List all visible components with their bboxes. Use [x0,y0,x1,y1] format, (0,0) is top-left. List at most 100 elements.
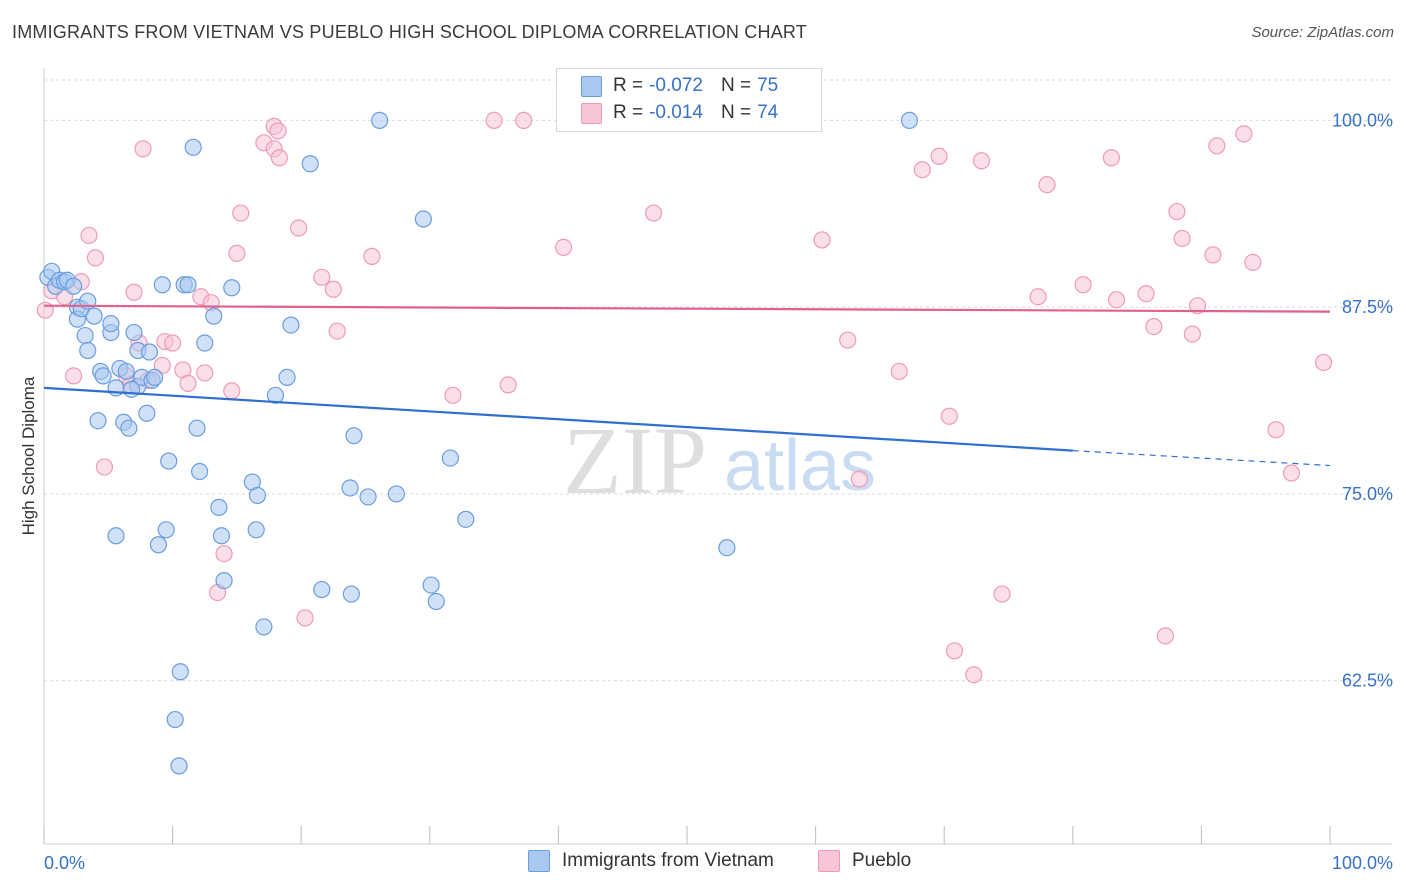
axes [43,68,1392,845]
pueblo-point [499,376,517,394]
pueblo-point [313,268,331,286]
pueblo-point [95,458,114,476]
pueblo-point [1107,291,1126,309]
trend-lines [43,304,1331,467]
pueblo-point [215,545,233,563]
vietnam-point [188,419,206,437]
pueblo-point [913,161,931,179]
vietnam-point [387,485,405,503]
vietnam-point [422,576,440,594]
vietnam-point [85,307,103,325]
legend-n-label: N = [720,75,752,96]
grid-lines [44,79,1392,682]
pueblo-point [290,219,308,237]
vietnam-point [345,427,363,445]
vietnam-point [342,585,360,603]
legend-r-label: R = [613,102,644,123]
pueblo-point [179,374,197,392]
vietnam-point [371,111,389,130]
vietnam-point [79,341,97,360]
watermark: ZIP atlas [563,407,876,514]
chart-title: IMMIGRANTS FROM VIETNAM VS PUEBLO HIGH S… [12,22,807,42]
pueblo-point [940,407,958,425]
pueblo-point [296,609,314,627]
x-tick-label: 100.0% [1332,853,1393,873]
vietnam-point [117,362,135,381]
vietnam-point [179,276,197,294]
pueblo-point [1188,297,1207,315]
y-tick-label: 87.5% [1342,297,1393,317]
pueblo-point [644,204,663,222]
legend-n-label: N = [720,102,752,123]
vietnam-swatch [581,76,602,97]
vietnam-point [223,279,241,297]
pueblo-point [1102,149,1120,167]
vietnam-point [278,368,296,386]
vietnam-point [441,449,459,467]
vietnam-point [900,111,919,130]
vietnam-point [184,138,202,156]
y-tick-labels: 62.5% 75.0% 87.5% 100.0% [1332,110,1393,690]
pueblo-point [1204,246,1222,264]
pueblo-point [813,231,831,249]
pueblo-point [1145,318,1163,336]
legend-item-vietnam[interactable]: Immigrants from Vietnam [528,850,774,872]
vietnam-point [76,326,94,345]
pueblo-point [1235,125,1253,143]
pueblo-trend-line [43,304,1331,313]
vietnam-legend-swatch [528,850,550,872]
vietnam-point [718,539,736,557]
pueblo-point [153,356,171,375]
vietnam-trend-line [43,386,1073,452]
pueblo-point [444,386,462,404]
vietnam-points [39,111,919,775]
vietnam-point [171,663,189,681]
pueblo-point [972,152,991,170]
legend-row-pueblo: R = -0.014 N = 74 [581,100,778,126]
pueblo-point [993,585,1011,603]
pueblo-point [269,122,287,140]
pueblo-point [125,283,143,301]
legend-r-value-pueblo: -0.014 [649,102,703,123]
watermark-atlas: atlas [724,426,876,506]
pueblo-point [850,470,868,488]
pueblo-legend-swatch [818,850,840,872]
vietnam-point [153,276,171,294]
vietnam-point [107,527,125,545]
vietnam-point [157,521,175,539]
vietnam-point [414,210,432,228]
vietnam-point [170,757,188,775]
pueblo-point [324,280,342,298]
vietnam-point [205,307,223,325]
correlation-legend: R = -0.072 N = 75 R = -0.014 N = 74 [556,68,822,132]
pueblo-point [80,226,98,245]
y-tick-label: 75.0% [1342,484,1393,504]
vietnam-point [149,536,168,554]
pueblo-point [363,247,381,265]
pueblo-point [930,147,948,165]
pueblo-point [270,149,288,167]
vietnam-point [359,488,377,506]
legend-n-value-vietnam: 75 [757,75,779,96]
pueblo-point [223,382,241,400]
vietnam-point [255,618,273,636]
vietnam-point [301,155,319,173]
pueblo-point [196,364,214,382]
pueblo-point [1282,464,1301,482]
vietnam-point [120,419,138,437]
vietnam-point [166,710,184,729]
pueblo-point [1183,325,1201,343]
vietnam-point [247,521,265,539]
vietnam-point [282,316,300,334]
pueblo-point [1314,353,1333,372]
vietnam-point [457,510,475,528]
pueblo-point [1168,202,1186,221]
pueblo-swatch [581,103,602,124]
legend-item-pueblo[interactable]: Pueblo [818,850,911,872]
vietnam-point [212,527,231,545]
legend-r-value-vietnam: -0.072 [649,75,703,96]
vietnam-point [122,380,141,398]
pueblo-points [36,111,1333,684]
vietnam-point [138,404,156,422]
vietnam-point [140,343,159,361]
